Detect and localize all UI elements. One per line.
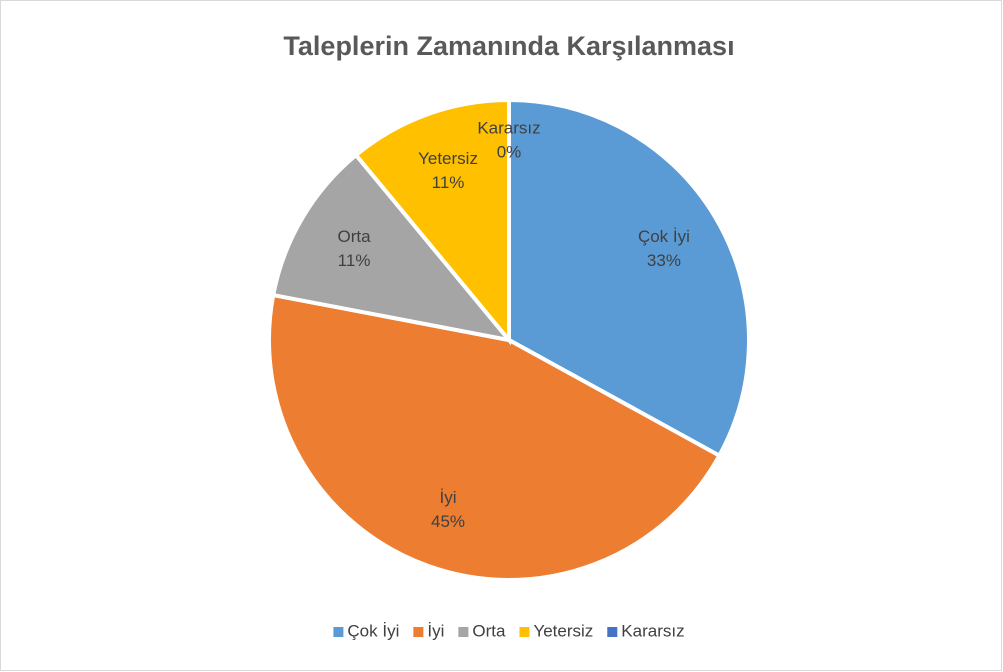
pie-slice — [267, 292, 723, 583]
chart-title: Taleplerin Zamanında Karşılanması — [283, 31, 734, 61]
slice-label: Yetersiz — [418, 149, 478, 168]
slice-value-label: 0% — [497, 142, 522, 161]
slice-value-label: 33% — [647, 251, 681, 270]
slice-value-label: 11% — [432, 173, 465, 192]
slice-label: Kararsız — [477, 118, 540, 137]
slice-label: Orta — [338, 227, 372, 246]
pie-slice — [353, 97, 511, 346]
legend-marker — [458, 627, 469, 637]
legend-label: Çok İyi — [347, 621, 399, 640]
slice-value-label: 45% — [431, 512, 465, 531]
legend-label: İyi — [427, 621, 444, 640]
legend-marker — [607, 627, 618, 637]
legend: Çok İyi İyi Orta Yetersiz Kararsız — [333, 621, 685, 640]
legend-marker — [333, 627, 344, 637]
slice-value-label: 11% — [338, 251, 371, 270]
legend-marker — [519, 627, 530, 637]
legend-label: Kararsız — [621, 621, 684, 640]
pie-slice — [270, 152, 515, 344]
pie-slice — [507, 97, 751, 459]
slice-label: İyi — [440, 488, 457, 507]
legend-label: Yetersiz — [533, 621, 593, 640]
slice-label: Çok İyi — [638, 227, 690, 246]
legend-label: Orta — [472, 621, 506, 640]
legend-marker — [413, 627, 424, 637]
